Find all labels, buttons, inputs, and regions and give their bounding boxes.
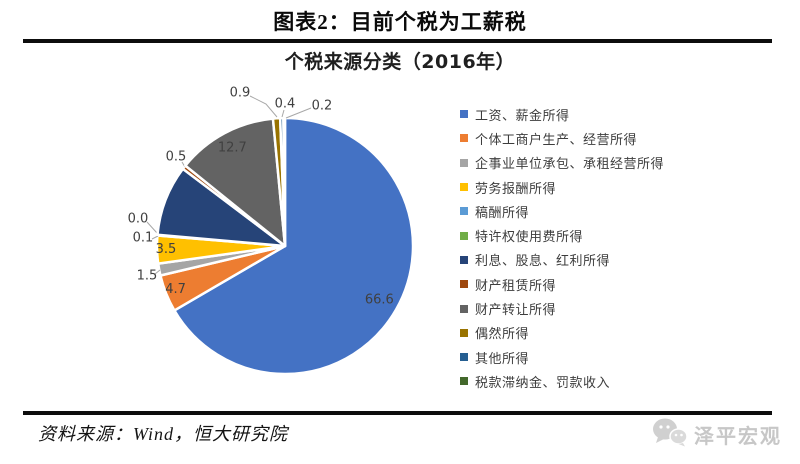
label-leader-line xyxy=(281,109,285,118)
data-label: 0.5 xyxy=(166,150,187,165)
legend-label: 个体工商户生产、经营所得 xyxy=(475,132,638,148)
data-label: 0.9 xyxy=(230,86,251,101)
zeping-macro-watermark: 泽平宏观 xyxy=(652,417,782,451)
source-note: 资料来源：Wind，恒大研究院 xyxy=(38,424,289,444)
data-label: 1.5 xyxy=(137,269,158,284)
data-label: 3.5 xyxy=(156,242,177,257)
legend-item-6: 特许权使用费所得 xyxy=(460,223,664,247)
data-label: 66.6 xyxy=(365,293,394,308)
label-leader-line xyxy=(249,95,278,118)
legend-label: 财产租赁所得 xyxy=(475,278,557,294)
label-leader-line xyxy=(154,269,161,275)
data-label: 12.7 xyxy=(218,140,247,155)
chart-legend: 工资、薪金所得个体工商户生产、经营所得企事业单位承包、承租经营所得 劳务报酬所得稿… xyxy=(460,102,664,394)
legend-swatch xyxy=(460,304,468,313)
data-label: 0.4 xyxy=(275,97,296,112)
legend-label: 稿酬所得 xyxy=(475,205,530,221)
legend-item-4: 劳务报酬所得 xyxy=(460,175,664,199)
pie-slice-12 xyxy=(282,116,287,248)
data-label: 4.7 xyxy=(165,282,186,297)
chart-title: 个税来源分类（2016年） xyxy=(284,51,516,73)
legend-swatch xyxy=(460,328,468,337)
legend-label: 财产转让所得 xyxy=(475,303,557,319)
pie-slice-1 xyxy=(173,116,415,376)
legend-item-9: 财产转让所得 xyxy=(460,296,664,320)
legend-swatch xyxy=(460,255,468,264)
data-label: 0.2 xyxy=(312,99,333,114)
legend-label: 其他所得 xyxy=(475,351,530,367)
legend-swatch xyxy=(460,207,468,216)
legend-item-10: 偶然所得 xyxy=(460,321,664,345)
legend-label: 工资、薪金所得 xyxy=(475,108,570,124)
legend-swatch xyxy=(460,280,468,289)
legend-label: 劳务报酬所得 xyxy=(475,181,557,197)
legend-label: 税款滞纳金、罚款收入 xyxy=(475,375,611,391)
legend-label: 企事业单位承包、承租经营所得 xyxy=(475,157,665,173)
data-label: 0.1 xyxy=(133,231,154,246)
data-label: 0.0 xyxy=(128,212,149,227)
legend-label: 偶然所得 xyxy=(475,327,530,343)
top-divider xyxy=(23,39,772,43)
page-header-title: 图表2：目前个税为工薪税 xyxy=(273,10,527,34)
legend-item-11: 其他所得 xyxy=(460,345,664,369)
legend-swatch xyxy=(460,134,468,143)
legend-swatch xyxy=(460,377,468,386)
bottom-divider xyxy=(23,411,772,415)
pie-slice-9 xyxy=(184,117,287,248)
legend-swatch xyxy=(460,231,468,240)
label-leader-line xyxy=(146,221,158,234)
legend-swatch xyxy=(460,110,468,119)
legend-item-7: 利息、股息、红利所得 xyxy=(460,248,664,272)
label-leader-line xyxy=(151,235,159,240)
speech-bubbles-icon xyxy=(652,417,688,451)
legend-label: 利息、股息、红利所得 xyxy=(475,254,611,270)
legend-swatch xyxy=(460,353,468,362)
legend-item-8: 财产租赁所得 xyxy=(460,272,664,296)
legend-item-12: 税款滞纳金、罚款收入 xyxy=(460,369,664,393)
legend-item-2: 个体工商户生产、经营所得 xyxy=(460,126,664,150)
legend-item-5: 稿酬所得 xyxy=(460,199,664,223)
watermark-text: 泽平宏观 xyxy=(694,423,782,448)
legend-item-1: 工资、薪金所得 xyxy=(460,102,664,126)
legend-item-3: 企事业单位承包、承租经营所得 xyxy=(460,151,664,175)
legend-label: 特许权使用费所得 xyxy=(475,230,584,246)
legend-swatch xyxy=(460,183,468,192)
label-leader-line xyxy=(285,107,312,119)
legend-swatch xyxy=(460,158,468,167)
